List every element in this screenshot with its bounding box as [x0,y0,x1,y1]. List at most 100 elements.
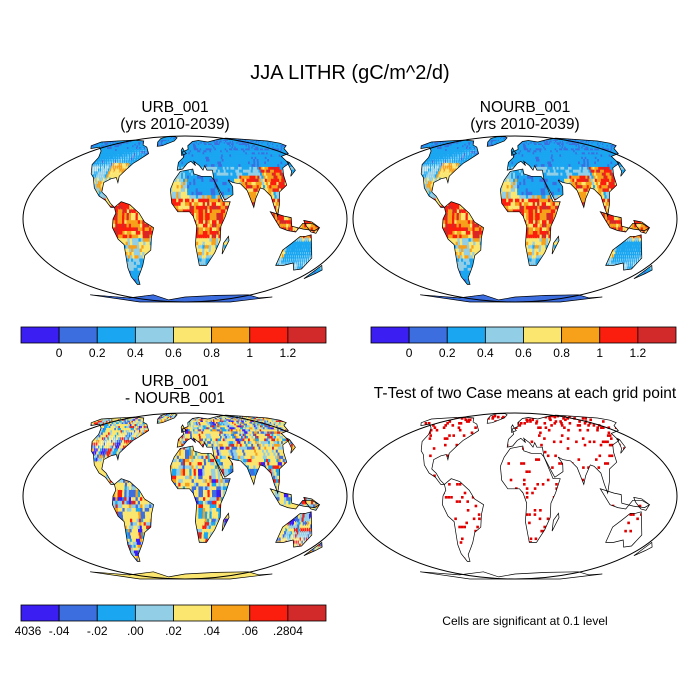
coast-greenland [156,136,178,147]
coast-australia [275,511,313,548]
colorbar-box [287,604,327,622]
coast-samerica [112,201,154,285]
colorbar-box [134,326,174,344]
colorbar-box [58,326,98,344]
colorbar-box [446,326,486,344]
panel-title-urb: URB_001 (yrs 2010-2039) [55,99,295,133]
colorbar-label: 0.6 [165,346,182,360]
coastlines [90,136,323,303]
coast-uk [510,424,517,433]
coast-madagascar [221,512,230,532]
colorbar-box [20,604,60,622]
globe-background [353,413,677,579]
coast-antarctica [420,294,603,303]
coast-newguinea [633,496,650,511]
colorbar-box [408,326,448,344]
coast-africa [170,168,231,266]
coast-japan [616,160,626,177]
panel-title-line2: (yrs 2010-2039) [55,116,295,133]
colorbar-box [599,326,639,344]
coast-eurasia [506,414,620,495]
panel-title-nourb: NOURB_001 (yrs 2010-2039) [405,99,645,133]
panel-title-line1: URB_001 [55,373,295,390]
significance-note: Cells are significant at 0.1 level [350,614,700,628]
colorbar-box [173,604,213,622]
colorbar-label: .02 [165,624,182,638]
colorbar-label: 0.4 [477,346,494,360]
colorbar-label: .2804 [273,624,303,638]
coast-uk [180,147,187,156]
colorbar-label: 1.2 [630,346,647,360]
map-ttest [352,412,678,580]
coast-nz [303,264,323,280]
panel-title-line2: (yrs 2010-2039) [405,116,645,133]
coast-namerica [420,139,480,208]
panel-title-ttest: T-Test of two Case means at each grid po… [350,385,700,402]
coast-antarctica [90,571,273,580]
coast-africa [500,445,561,543]
coast-africa [170,445,231,543]
colorbar-box [249,326,289,344]
colorbar-label: .06 [241,624,258,638]
colorbar-box [287,326,327,344]
coast-nz [303,541,323,557]
coast-eurasia [506,137,620,218]
coast-madagascar [551,512,560,532]
coast-greenland [486,413,508,424]
coast-samerica [442,201,484,285]
colorbar-box [249,604,289,622]
colorbar-box [134,604,174,622]
coast-australia [605,511,643,548]
colorbar-label: 1 [596,346,603,360]
colorbar-label: 0.6 [515,346,532,360]
colorbar-label: .04 [203,624,220,638]
coastlines [420,413,653,580]
panel-title-line1: NOURB_001 [405,99,645,116]
colorbar-box [561,326,601,344]
coast-namerica [90,416,150,485]
coast-nz [633,541,653,557]
colorbar-diff: -.44036 -.04 -.02 .00 .02 .04 .06 .2804 [15,604,327,638]
coastlines [90,413,323,580]
coast-antarctica [90,294,273,303]
globe-outline [22,412,348,580]
coast-eurasia [176,137,290,218]
coast-madagascar [221,235,230,255]
coast-japan [286,160,296,177]
coast-newguinea [303,496,320,511]
coast-antarctica [420,571,603,580]
colorbar-label: 1.2 [280,346,297,360]
coast-eurasia [176,414,290,495]
coast-namerica [90,139,150,208]
coast-samerica [112,478,154,562]
panel-title-line1: URB_001 [55,99,295,116]
colorbar-label: -.02 [87,624,108,638]
colorbar-label: 0.4 [127,346,144,360]
colorbar-box [523,326,563,344]
colorbar-label: .00 [127,624,144,638]
colorbar-box [96,326,136,344]
coast-australia [605,234,643,271]
colorbar-box [484,326,524,344]
colorbar-box [173,326,213,344]
map-diff [22,412,348,580]
coast-japan [286,437,296,454]
coast-samerica [442,478,484,562]
colorbar-label: 0 [56,346,63,360]
coast-uk [180,424,187,433]
coast-australia [275,234,313,271]
coast-uk [510,147,517,156]
colorbar-label: -.04 [49,624,70,638]
panel-title-diff: URB_001 - NOURB_001 [55,373,295,407]
colorbar-box [211,326,251,344]
colorbar-label: 0 [406,346,413,360]
colorbar-urb: 0 0.2 0.4 0.6 0.8 1 1.2 [20,326,327,360]
colorbar-box [637,326,677,344]
coast-newguinea [633,219,650,234]
globe-outline [352,412,678,580]
map-nourb [352,135,678,303]
coastlines [420,136,653,303]
figure-title: JJA LITHR (gC/m^2/d) [0,62,700,85]
colorbar-nourb: 0 0.2 0.4 0.6 0.8 1 1.2 [370,326,677,360]
colorbar-box [96,604,136,622]
